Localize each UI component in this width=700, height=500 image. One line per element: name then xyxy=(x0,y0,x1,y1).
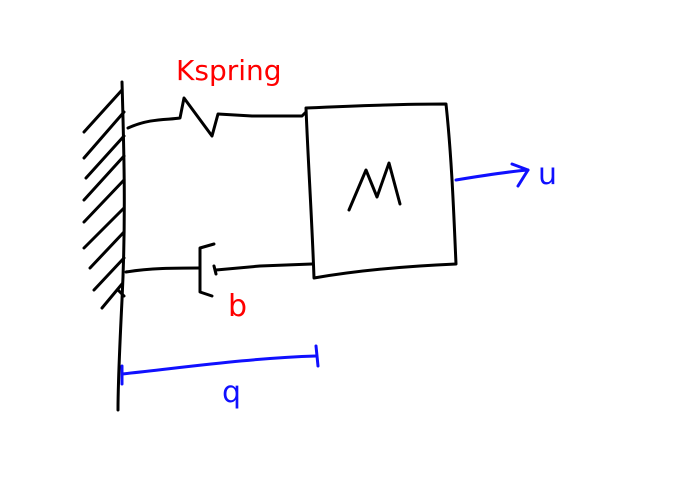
mass-glyph xyxy=(347,161,402,212)
wall-hatching xyxy=(82,88,126,310)
input-label: u xyxy=(538,157,557,192)
damper xyxy=(124,242,314,298)
damper-label: b xyxy=(228,289,247,324)
spring xyxy=(126,96,308,138)
mass-box xyxy=(304,102,458,280)
force-arrow xyxy=(454,162,530,188)
wall-line xyxy=(116,80,126,412)
position-label: q xyxy=(222,375,241,410)
position-dimension xyxy=(120,344,320,386)
spring-label: Kspring xyxy=(176,54,282,87)
